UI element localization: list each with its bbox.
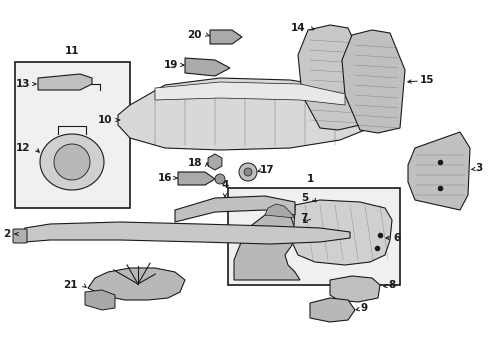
Polygon shape [210,30,242,44]
Text: 19: 19 [164,60,178,70]
Text: 18: 18 [188,158,202,168]
Text: 9: 9 [360,303,367,313]
Polygon shape [22,222,350,244]
Polygon shape [310,298,355,322]
Polygon shape [118,78,375,150]
Text: 10: 10 [98,115,112,125]
Text: 8: 8 [388,280,395,290]
Polygon shape [175,196,295,222]
Text: 15: 15 [420,75,435,85]
Polygon shape [185,58,230,76]
Polygon shape [408,132,470,210]
Polygon shape [292,200,392,265]
Text: 14: 14 [291,23,305,33]
Polygon shape [265,204,295,218]
Bar [15,62,130,208]
Text: 11: 11 [65,46,79,56]
Bar [228,188,400,285]
Polygon shape [85,290,115,310]
Text: 7: 7 [301,213,308,223]
Text: 12: 12 [16,143,30,153]
Polygon shape [54,144,90,180]
Text: 20: 20 [188,30,202,40]
Polygon shape [178,172,215,185]
Polygon shape [38,74,92,90]
Polygon shape [234,210,300,280]
Polygon shape [88,268,185,300]
Text: 21: 21 [64,280,78,290]
Text: 1: 1 [306,174,314,184]
Polygon shape [40,134,104,190]
Circle shape [244,168,252,176]
Polygon shape [155,82,345,105]
Polygon shape [330,276,380,302]
Text: 3: 3 [475,163,482,173]
Circle shape [215,174,225,184]
Text: 2: 2 [3,229,10,239]
Circle shape [239,163,257,181]
Text: 17: 17 [260,165,274,175]
Polygon shape [342,30,405,133]
Text: 16: 16 [157,173,172,183]
Polygon shape [298,25,365,130]
Text: 4: 4 [221,180,229,190]
FancyBboxPatch shape [13,229,27,243]
Text: 6: 6 [393,233,400,243]
Text: 5: 5 [301,193,308,203]
Text: 13: 13 [16,79,30,89]
